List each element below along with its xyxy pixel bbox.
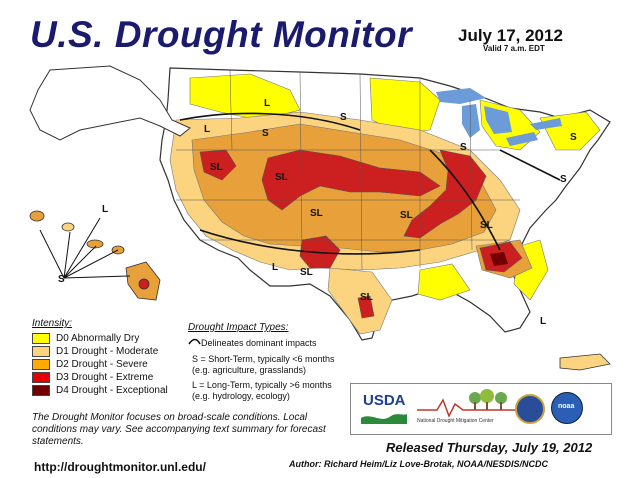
- impact-long-term: L = Long-Term, typically >6 months: [192, 380, 332, 390]
- impact-long-term-example: (e.g. hydrology, ecology): [192, 391, 290, 401]
- label-sl-7: SL: [360, 292, 373, 303]
- label-l-2: L: [264, 98, 270, 109]
- release-date: Released Thursday, July 19, 2012: [386, 440, 593, 455]
- great-lakes: [436, 88, 562, 146]
- legend-title: Intensity:: [32, 318, 73, 329]
- legend-label-d2: D2 Drought - Severe: [56, 359, 148, 370]
- impact-short-term: S = Short-Term, typically <6 months: [192, 354, 335, 364]
- map-title: U.S. Drought Monitor: [30, 14, 412, 55]
- legend-label-d3: D3 Drought - Extreme: [56, 372, 154, 383]
- d4-areas: [490, 252, 508, 266]
- impact-delineates: Delineates dominant impacts: [201, 338, 317, 348]
- legend-label-d4: D4 Drought - Exceptional: [56, 385, 168, 396]
- legend-impact-line-sample: [188, 338, 201, 345]
- noaa-logo-text: noaa: [558, 403, 575, 410]
- legend-swatch-d3: [32, 372, 50, 383]
- website-url[interactable]: http://droughtmonitor.unl.edu/: [34, 460, 206, 474]
- state-borders: [176, 69, 520, 271]
- label-s-5: S: [560, 174, 567, 185]
- legend-item-d2: D2 Drought - Severe: [32, 359, 148, 370]
- author-credit: Author: Richard Heim/Liz Love-Brotak, NO…: [289, 459, 549, 469]
- label-sl-6: SL: [300, 267, 313, 278]
- label-s-2: S: [340, 112, 347, 123]
- label-l-4: L: [540, 316, 546, 327]
- ndmc-logo-text: National Drought Mitigation Center: [417, 418, 494, 424]
- puerto-rico: [559, 353, 611, 371]
- usda-wave-icon: [361, 414, 407, 424]
- department-of-commerce-seal-icon: [515, 394, 545, 424]
- sponsor-logos: USDA National Drought Mitigation Center …: [350, 383, 612, 435]
- label-sl-5: SL: [480, 220, 493, 231]
- legend-item-d0: D0 Abnormally Dry: [32, 333, 139, 344]
- legend-label-d1: D1 Drought - Moderate: [56, 346, 159, 357]
- label-sl-4: SL: [400, 210, 413, 221]
- legend-item-d1: D1 Drought - Moderate: [32, 346, 158, 357]
- label-s-3: S: [460, 142, 467, 153]
- legend-swatch-d0: [32, 333, 50, 344]
- label-l-3: L: [272, 262, 278, 273]
- legend-swatch-d1: [32, 346, 50, 357]
- disclaimer-note: The Drought Monitor focuses on broad-sca…: [32, 412, 326, 447]
- ndmc-tree-icon: [417, 389, 517, 418]
- impact-short-term-example: (e.g. agriculture, grasslands): [192, 365, 307, 375]
- legend-item-d4: D4 Drought - Exceptional: [32, 385, 168, 396]
- legend-swatch-d2: [32, 359, 50, 370]
- legend-swatch-d4: [32, 385, 50, 396]
- impact-types-title: Drought Impact Types:: [188, 322, 289, 333]
- hawaii: [29, 210, 161, 301]
- valid-time: Valid 7 a.m. EDT: [483, 44, 545, 53]
- alaska: [29, 65, 191, 141]
- label-s-6: S: [58, 274, 65, 285]
- label-l-1: L: [204, 124, 210, 135]
- label-s-4: S: [570, 132, 577, 143]
- usda-logo: USDA: [361, 390, 407, 426]
- map-date: July 17, 2012: [458, 26, 563, 45]
- legend-label-d0: D0 Abnormally Dry: [56, 333, 140, 344]
- impact-boundaries: [179, 112, 561, 255]
- label-sl-3: SL: [310, 208, 323, 219]
- label-s-1: S: [262, 128, 269, 139]
- legend-item-d3: D3 Drought - Extreme: [32, 372, 153, 383]
- label-sl-1: SL: [210, 162, 223, 173]
- d3-areas: [199, 149, 523, 319]
- noaa-logo: noaa: [551, 392, 583, 424]
- label-l-5: L: [102, 204, 108, 215]
- usda-logo-text: USDA: [363, 392, 406, 409]
- hawaii-impact-lines: [39, 217, 131, 279]
- ndmc-logo: National Drought Mitigation Center: [417, 388, 517, 428]
- map-impact-labels: SL SL SL SL SL SL SL S S S S S S L L L L…: [58, 98, 577, 327]
- label-sl-2: SL: [275, 172, 288, 183]
